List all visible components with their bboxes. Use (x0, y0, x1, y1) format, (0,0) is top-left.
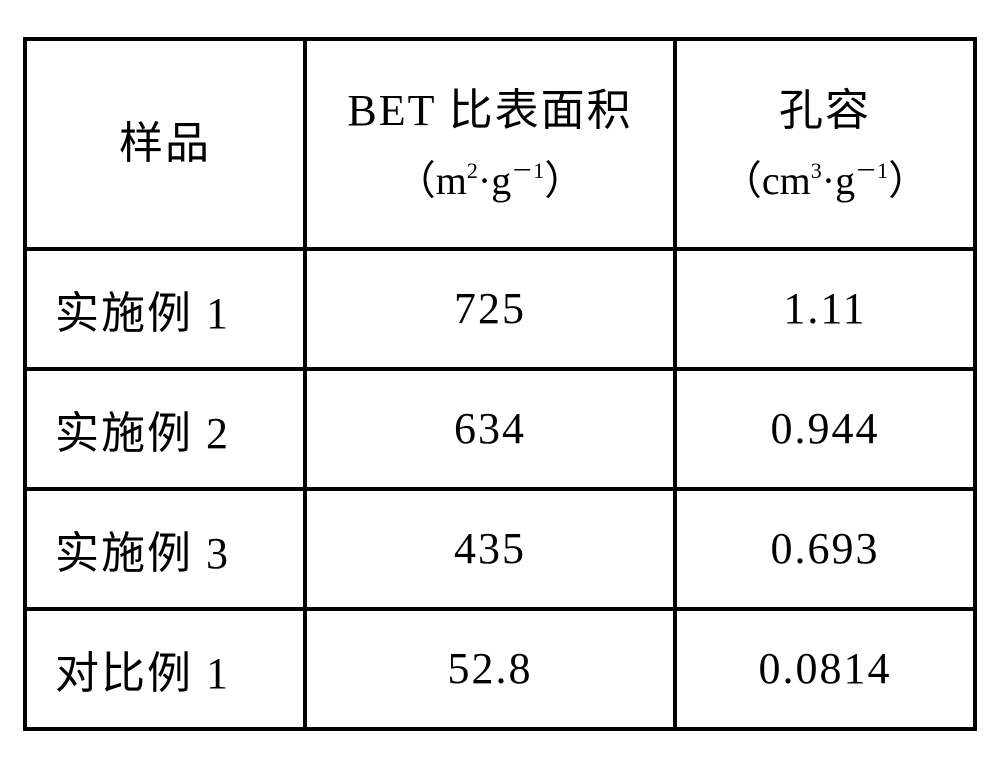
cell-bet: 52.8 (305, 609, 675, 729)
cell-sample: 实施例 3 (25, 489, 305, 609)
cell-bet: 634 (305, 369, 675, 489)
cell-pore: 0.693 (675, 489, 975, 609)
cell-bet: 435 (305, 489, 675, 609)
unit-text: ·g (822, 158, 855, 203)
unit-sup: －1 (855, 158, 888, 183)
col-header-sample: 样品 (25, 39, 305, 249)
col-header-pore-title: 孔容 (678, 82, 972, 139)
col-header-pore: 孔容 （cm3·g－1） (675, 39, 975, 249)
col-header-bet-unit: （m2·g－1） (308, 157, 672, 205)
table-row: 实施例 1 725 1.11 (25, 249, 975, 369)
unit-text: （cm (722, 158, 811, 203)
unit-text: （m (396, 158, 467, 203)
cell-pore: 0.0814 (675, 609, 975, 729)
unit-text: ） (544, 158, 584, 203)
cell-sample: 实施例 1 (25, 249, 305, 369)
col-header-bet: BET 比表面积 （m2·g－1） (305, 39, 675, 249)
cell-bet: 725 (305, 249, 675, 369)
unit-text: ·g (478, 158, 511, 203)
table-row: 对比例 1 52.8 0.0814 (25, 609, 975, 729)
cell-sample: 对比例 1 (25, 609, 305, 729)
col-header-sample-title: 样品 (28, 115, 302, 172)
unit-sup: －1 (511, 158, 544, 183)
col-header-bet-title: BET 比表面积 (308, 82, 672, 139)
cell-pore: 1.11 (675, 249, 975, 369)
col-header-pore-unit: （cm3·g－1） (678, 157, 972, 205)
table-row: 实施例 2 634 0.944 (25, 369, 975, 489)
unit-sup: 3 (811, 158, 822, 183)
cell-pore: 0.944 (675, 369, 975, 489)
unit-sup: 2 (467, 158, 478, 183)
unit-text: ） (888, 158, 928, 203)
table-header-row: 样品 BET 比表面积 （m2·g－1） 孔容 （cm3·g－1） (25, 39, 975, 249)
cell-sample: 实施例 2 (25, 369, 305, 489)
data-table: 样品 BET 比表面积 （m2·g－1） 孔容 （cm3·g－1） 实施例 1 … (23, 37, 977, 731)
table-row: 实施例 3 435 0.693 (25, 489, 975, 609)
